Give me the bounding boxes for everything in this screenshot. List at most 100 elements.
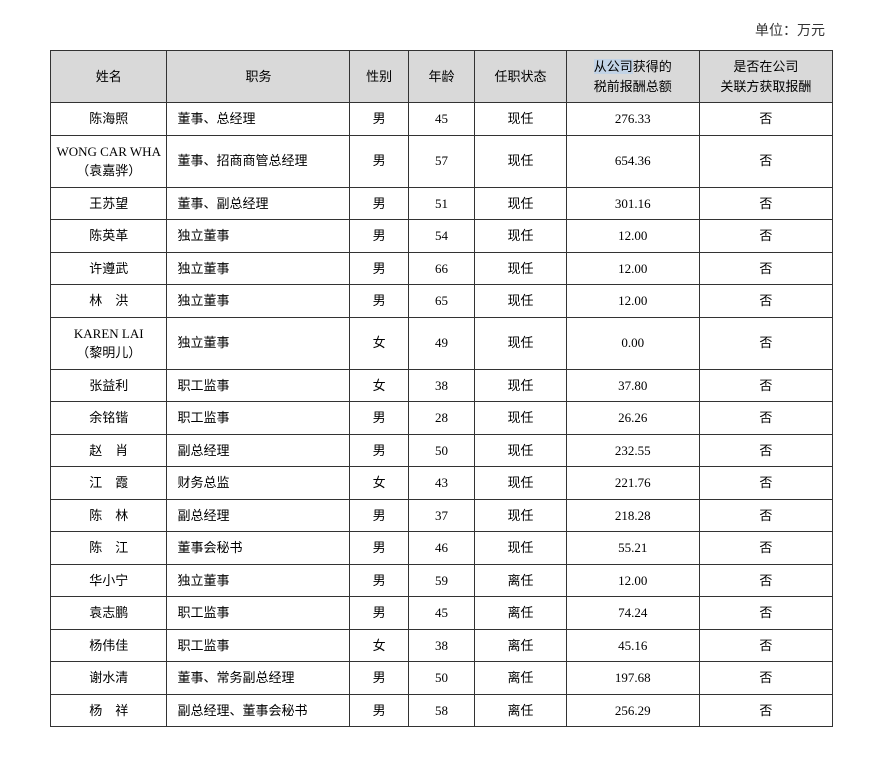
cell-related: 否 xyxy=(699,252,832,285)
cell-related: 否 xyxy=(699,220,832,253)
cell-position: 职工监事 xyxy=(167,402,350,435)
table-row: 陈英革独立董事男54现任12.00否 xyxy=(51,220,833,253)
cell-age: 50 xyxy=(408,662,475,695)
cell-name: 许遵武 xyxy=(51,252,167,285)
cell-position: 职工监事 xyxy=(167,369,350,402)
cell-age: 50 xyxy=(408,434,475,467)
table-row: KAREN LAI（黎明儿）独立董事女49现任0.00否 xyxy=(51,317,833,369)
cell-status: 现任 xyxy=(475,434,567,467)
col-position: 职务 xyxy=(167,51,350,103)
cell-comp: 26.26 xyxy=(566,402,699,435)
cell-name: 王苏望 xyxy=(51,187,167,220)
cell-age: 45 xyxy=(408,597,475,630)
col-related-l2: 关联方获取报酬 xyxy=(720,79,811,94)
cell-status: 现任 xyxy=(475,499,567,532)
cell-position: 独立董事 xyxy=(167,220,350,253)
cell-name: 谢水清 xyxy=(51,662,167,695)
cell-comp: 55.21 xyxy=(566,532,699,565)
col-comp-p2: 获得的 xyxy=(633,59,672,74)
table-row: 陈 林副总经理男37现任218.28否 xyxy=(51,499,833,532)
cell-status: 现任 xyxy=(475,317,567,369)
cell-age: 59 xyxy=(408,564,475,597)
col-related-l1: 是否在公司 xyxy=(733,59,798,74)
cell-comp: 12.00 xyxy=(566,564,699,597)
cell-sex: 男 xyxy=(350,135,408,187)
cell-comp: 276.33 xyxy=(566,103,699,136)
cell-related: 否 xyxy=(699,662,832,695)
cell-status: 现任 xyxy=(475,285,567,318)
col-age: 年龄 xyxy=(408,51,475,103)
cell-position: 副总经理、董事会秘书 xyxy=(167,694,350,727)
cell-sex: 男 xyxy=(350,252,408,285)
col-sex: 性别 xyxy=(350,51,408,103)
cell-name: 杨 祥 xyxy=(51,694,167,727)
cell-comp: 12.00 xyxy=(566,285,699,318)
cell-status: 离任 xyxy=(475,597,567,630)
cell-sex: 女 xyxy=(350,629,408,662)
cell-related: 否 xyxy=(699,103,832,136)
col-comp-hl: 从公司 xyxy=(594,59,633,74)
unit-label: 单位：万元 xyxy=(50,20,833,40)
cell-name: 袁志鹏 xyxy=(51,597,167,630)
cell-related: 否 xyxy=(699,187,832,220)
cell-comp: 221.76 xyxy=(566,467,699,500)
table-row: 杨 祥副总经理、董事会秘书男58离任256.29否 xyxy=(51,694,833,727)
cell-age: 37 xyxy=(408,499,475,532)
cell-status: 现任 xyxy=(475,252,567,285)
cell-comp: 654.36 xyxy=(566,135,699,187)
cell-status: 现任 xyxy=(475,369,567,402)
cell-age: 28 xyxy=(408,402,475,435)
cell-related: 否 xyxy=(699,499,832,532)
cell-status: 现任 xyxy=(475,467,567,500)
cell-position: 独立董事 xyxy=(167,317,350,369)
cell-status: 现任 xyxy=(475,135,567,187)
cell-sex: 男 xyxy=(350,220,408,253)
compensation-table: 姓名 职务 性别 年龄 任职状态 从公司获得的税前报酬总额 是否在公司关联方获取… xyxy=(50,50,833,727)
table-row: 杨伟佳职工监事女38离任45.16否 xyxy=(51,629,833,662)
cell-sex: 男 xyxy=(350,564,408,597)
col-status: 任职状态 xyxy=(475,51,567,103)
cell-position: 副总经理 xyxy=(167,434,350,467)
cell-related: 否 xyxy=(699,285,832,318)
cell-name: 余铭锴 xyxy=(51,402,167,435)
cell-age: 49 xyxy=(408,317,475,369)
table-row: 谢水清董事、常务副总经理男50离任197.68否 xyxy=(51,662,833,695)
cell-age: 38 xyxy=(408,369,475,402)
cell-position: 董事、常务副总经理 xyxy=(167,662,350,695)
cell-related: 否 xyxy=(699,467,832,500)
cell-status: 现任 xyxy=(475,220,567,253)
cell-status: 离任 xyxy=(475,662,567,695)
cell-age: 51 xyxy=(408,187,475,220)
cell-position: 董事会秘书 xyxy=(167,532,350,565)
cell-age: 54 xyxy=(408,220,475,253)
cell-position: 董事、招商商管总经理 xyxy=(167,135,350,187)
cell-sex: 男 xyxy=(350,662,408,695)
table-row: 江 霞财务总监女43现任221.76否 xyxy=(51,467,833,500)
cell-related: 否 xyxy=(699,694,832,727)
cell-comp: 197.68 xyxy=(566,662,699,695)
cell-position: 职工监事 xyxy=(167,597,350,630)
cell-status: 离任 xyxy=(475,564,567,597)
cell-name: 杨伟佳 xyxy=(51,629,167,662)
table-row: 林 洪独立董事男65现任12.00否 xyxy=(51,285,833,318)
cell-name: 陈英革 xyxy=(51,220,167,253)
cell-age: 65 xyxy=(408,285,475,318)
cell-status: 离任 xyxy=(475,694,567,727)
cell-sex: 男 xyxy=(350,103,408,136)
table-row: 王苏望董事、副总经理男51现任301.16否 xyxy=(51,187,833,220)
cell-status: 离任 xyxy=(475,629,567,662)
cell-related: 否 xyxy=(699,564,832,597)
cell-position: 财务总监 xyxy=(167,467,350,500)
col-related: 是否在公司关联方获取报酬 xyxy=(699,51,832,103)
table-row: 陈海照董事、总经理男45现任276.33否 xyxy=(51,103,833,136)
cell-status: 现任 xyxy=(475,532,567,565)
cell-comp: 0.00 xyxy=(566,317,699,369)
table-header-row: 姓名 职务 性别 年龄 任职状态 从公司获得的税前报酬总额 是否在公司关联方获取… xyxy=(51,51,833,103)
cell-position: 董事、总经理 xyxy=(167,103,350,136)
cell-comp: 37.80 xyxy=(566,369,699,402)
cell-position: 董事、副总经理 xyxy=(167,187,350,220)
cell-related: 否 xyxy=(699,369,832,402)
cell-age: 46 xyxy=(408,532,475,565)
cell-age: 57 xyxy=(408,135,475,187)
cell-sex: 男 xyxy=(350,532,408,565)
